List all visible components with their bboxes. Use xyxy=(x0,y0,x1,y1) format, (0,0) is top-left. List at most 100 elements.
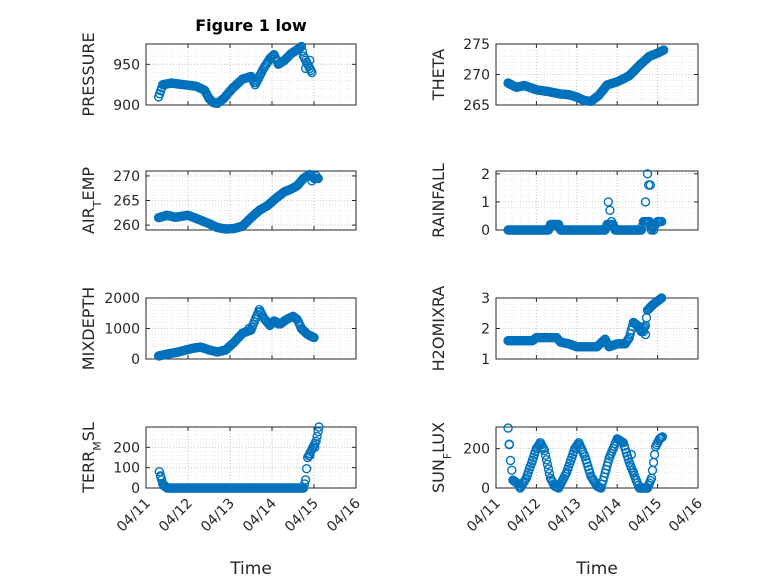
data-series xyxy=(503,293,667,352)
y-axis-label-main: THETA xyxy=(429,49,448,101)
data-point xyxy=(312,431,322,442)
x-tick-label: 04/12 xyxy=(504,496,544,536)
x-tick-label: 04/11 xyxy=(464,496,504,536)
data-point xyxy=(540,450,551,460)
data-series xyxy=(503,169,667,235)
subplot-grid: 900 950 PRESSURE 265 270 275 THETA 260 265 270 AIR… xyxy=(79,32,706,579)
y-tick-label: 1 xyxy=(481,352,490,368)
data-point xyxy=(628,467,639,477)
axes-background xyxy=(145,426,357,489)
data-point xyxy=(310,442,320,452)
data-point xyxy=(648,225,659,235)
data-point xyxy=(656,216,667,227)
figure-title: Figure 1 low xyxy=(195,16,307,35)
x-tick-label: 04/15 xyxy=(282,496,322,536)
data-point xyxy=(657,432,668,442)
y-tick-label: 0 xyxy=(131,481,140,497)
data-point xyxy=(154,467,165,477)
y-axis-label-main: TERR xyxy=(79,451,98,494)
data-point xyxy=(309,332,319,343)
x-tick-label: 04/12 xyxy=(156,496,196,536)
data-point xyxy=(603,457,613,467)
data-point xyxy=(655,294,666,304)
data-point xyxy=(543,464,554,474)
y-axis-label-tail: EMP xyxy=(79,167,98,201)
data-point xyxy=(656,293,667,303)
x-tick-label: 04/13 xyxy=(198,496,238,536)
y-tick-label: 1 xyxy=(481,195,490,211)
data-point xyxy=(640,329,651,340)
y-tick-label: 100 xyxy=(113,461,140,477)
data-point xyxy=(311,436,321,446)
data-point xyxy=(642,169,653,179)
y-axis-label-subscript: T xyxy=(91,200,104,208)
y-tick-label: 275 xyxy=(463,37,490,53)
y-axis-label-tail: LUX xyxy=(429,422,448,453)
data-point xyxy=(296,41,307,52)
y-tick-label: 265 xyxy=(463,98,490,114)
y-axis-label: AIRTEMP xyxy=(79,167,104,234)
data-point xyxy=(244,323,254,334)
data-point xyxy=(313,173,323,184)
y-tick-label: 950 xyxy=(113,57,140,73)
y-axis-label-main: PRESSURE xyxy=(79,32,98,116)
y-tick-label: 1000 xyxy=(104,322,140,338)
x-tick-label: 04/15 xyxy=(626,496,666,536)
subplot-8: 0 200 04/11 04/12 04/13 04/14 04/15 04/16 SUNFLU… xyxy=(429,422,706,579)
y-tick-label: 270 xyxy=(113,169,140,185)
data-point xyxy=(542,459,553,470)
subplot-5: 0 1000 2000 MIXDEPTH xyxy=(79,287,357,370)
y-tick-label: 260 xyxy=(113,218,140,234)
x-tick-label: 04/14 xyxy=(240,495,280,535)
subplot-7: 0 100 200 04/11 04/12 04/13 04/14 04/15 04/16 TER… xyxy=(79,422,364,579)
y-tick-label: 3 xyxy=(481,291,490,307)
x-tick-label: 04/13 xyxy=(545,496,585,536)
data-point xyxy=(605,205,615,216)
data-series xyxy=(503,423,668,493)
subplot-3: 260 265 270 AIRTEMP xyxy=(79,167,357,234)
data-point xyxy=(155,472,166,482)
data-point xyxy=(544,468,555,479)
data-point xyxy=(636,225,647,235)
y-axis-label: MIXDEPTH xyxy=(79,287,98,370)
y-axis-label-subscript: F xyxy=(441,453,454,459)
data-point xyxy=(266,52,276,63)
data-point xyxy=(273,319,283,329)
y-tick-label: 200 xyxy=(463,442,490,458)
y-tick-label: 2 xyxy=(481,322,490,338)
subplot-6: 1 2 3 H2OMIXRA xyxy=(429,286,699,372)
y-axis-label-tail: SL xyxy=(79,422,98,441)
data-point xyxy=(314,422,324,432)
y-axis-label: TERRMSL xyxy=(79,422,104,494)
data-point xyxy=(659,45,669,55)
y-axis-label-main: MIXDEPTH xyxy=(79,287,98,370)
y-tick-label: 0 xyxy=(481,481,490,497)
y-axis-label: H2OMIXRA xyxy=(429,286,448,372)
y-tick-label: 270 xyxy=(463,68,490,84)
y-axis-label: THETA xyxy=(429,49,448,101)
data-point xyxy=(626,449,636,460)
y-axis-label-main: H2OMIXRA xyxy=(429,286,448,372)
data-point xyxy=(300,475,311,485)
y-axis-label-subscript: M xyxy=(91,441,104,451)
y-tick-label: 0 xyxy=(481,223,490,239)
x-tick-label: 04/11 xyxy=(114,496,154,536)
y-tick-label: 200 xyxy=(113,440,140,456)
x-tick-label: 04/16 xyxy=(666,495,706,535)
y-axis-label-main: AIR xyxy=(79,207,98,234)
data-point xyxy=(645,180,655,190)
y-tick-label: 2000 xyxy=(104,291,140,307)
data-point xyxy=(606,216,617,227)
y-tick-label: 900 xyxy=(113,98,140,114)
y-tick-label: 0 xyxy=(131,352,140,368)
data-series xyxy=(153,169,323,234)
data-series xyxy=(153,304,319,361)
y-tick-label: 265 xyxy=(113,194,140,210)
data-point xyxy=(311,171,321,181)
x-tick-label: 04/16 xyxy=(324,495,364,535)
y-axis-label-main: SUN xyxy=(429,459,448,493)
x-axis-label: Time xyxy=(229,559,272,579)
y-axis-label: PRESSURE xyxy=(79,32,98,116)
data-point xyxy=(313,427,323,437)
